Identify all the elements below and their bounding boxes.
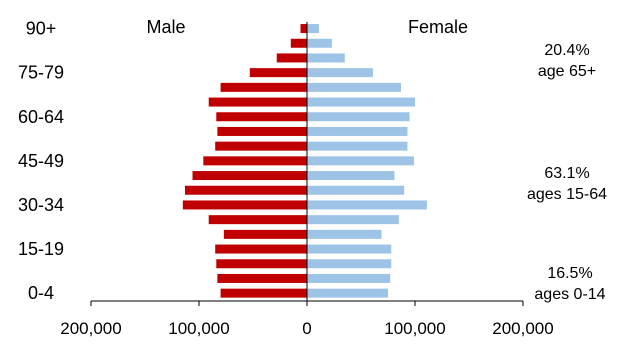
bar-female-60-64	[307, 112, 410, 122]
bar-female-5-9	[307, 273, 391, 283]
y-tick-label: 75-79	[18, 63, 64, 83]
bar-female-0-4	[307, 288, 388, 298]
legend-female: Female	[408, 17, 468, 37]
bar-male-70-74	[220, 82, 307, 92]
bar-female-20-24	[307, 229, 382, 239]
x-tick-label: 100,000	[168, 319, 229, 338]
bar-male-85-89	[290, 38, 307, 48]
bar-female-45-49	[307, 156, 414, 166]
bar-male-50-54	[215, 141, 307, 151]
y-tick-label: 0-4	[28, 283, 54, 303]
annotation-line: ages 0-14	[534, 286, 605, 303]
bar-female-80-84	[307, 53, 345, 63]
annotation-line: 16.5%	[547, 265, 592, 282]
x-tick-label: 200,000	[60, 319, 121, 338]
y-tick-label: 30-34	[18, 195, 64, 215]
x-tick-label: 0	[302, 319, 311, 338]
bar-female-15-19	[307, 244, 392, 254]
x-tick-label: 100,000	[384, 319, 445, 338]
bar-male-35-39	[184, 185, 307, 195]
bar-male-40-44	[192, 171, 307, 181]
annotation-line: 20.4%	[544, 42, 589, 59]
y-tick-label: 60-64	[18, 107, 64, 127]
bar-male-30-34	[182, 200, 307, 210]
annotation-line: ages 15-64	[527, 186, 607, 203]
bar-female-40-44	[307, 171, 395, 181]
bar-female-65-69	[307, 97, 415, 107]
bar-male-0-4	[220, 288, 307, 298]
bar-female-25-29	[307, 215, 399, 225]
bar-female-90+	[307, 24, 319, 34]
bar-male-75-79	[249, 68, 307, 78]
bar-female-75-79	[307, 68, 373, 78]
y-tick-label: 90+	[26, 19, 57, 39]
annotation-line: 63.1%	[544, 165, 589, 182]
bar-male-5-9	[217, 273, 307, 283]
y-tick-label: 45-49	[18, 151, 64, 171]
bar-female-70-74	[307, 82, 401, 92]
bar-male-65-69	[208, 97, 307, 107]
bar-female-10-14	[307, 259, 392, 269]
bar-female-35-39	[307, 185, 405, 195]
annotation-line: age 65+	[538, 63, 596, 80]
bar-male-80-84	[276, 53, 307, 63]
x-ticks-layer: 200,000 100,000 0 100,000 200,000	[60, 301, 554, 338]
bar-male-20-24	[223, 229, 307, 239]
bar-female-55-59	[307, 126, 408, 136]
legend-male: Male	[146, 17, 185, 37]
y-tick-label: 15-19	[18, 239, 64, 259]
x-tick-label: 200,000	[492, 319, 553, 338]
y-ticks-layer: 0-4 15-19 30-34 45-49 60-64 75-79 90+	[18, 19, 64, 304]
bars-layer	[182, 24, 427, 298]
bar-male-10-14	[216, 259, 307, 269]
bar-female-85-89	[307, 38, 332, 48]
bar-female-50-54	[307, 141, 408, 151]
bar-male-15-19	[215, 244, 307, 254]
bar-male-25-29	[208, 215, 307, 225]
bar-male-45-49	[203, 156, 307, 166]
annotations-layer: 20.4% age 65+ 63.1% ages 15-64 16.5% ages 0-1…	[527, 42, 607, 303]
bar-male-60-64	[216, 112, 307, 122]
bar-female-30-34	[307, 200, 427, 210]
bar-male-55-59	[217, 126, 307, 136]
bar-male-90+	[300, 24, 307, 34]
